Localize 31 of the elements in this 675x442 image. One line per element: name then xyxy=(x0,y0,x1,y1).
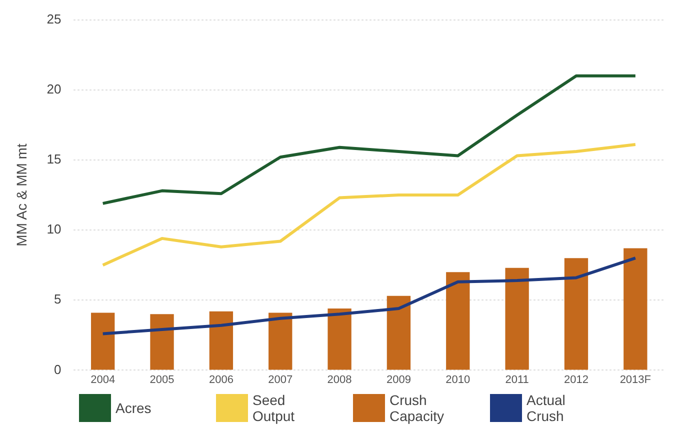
bar xyxy=(386,296,411,370)
legend-label: Seed Output xyxy=(252,392,296,424)
x-tick-label: 2006 xyxy=(208,374,234,386)
y-tick-label: 20 xyxy=(46,81,62,96)
y-tick-label: 15 xyxy=(46,152,62,167)
y-tick-label: 0 xyxy=(54,362,62,377)
x-tick-label: 2012 xyxy=(564,374,588,386)
x-tick-label: 2013F xyxy=(620,374,652,386)
y-tick-label: 25 xyxy=(46,11,62,26)
bar xyxy=(624,248,648,370)
bar xyxy=(505,268,529,370)
x-tick-label: 2005 xyxy=(150,374,174,386)
x-tick-label: 2011 xyxy=(505,374,529,386)
bar xyxy=(328,308,352,370)
legend-label: Actual Crush xyxy=(526,392,566,424)
bar xyxy=(446,272,470,370)
y-tick-label: 10 xyxy=(46,222,62,237)
bar xyxy=(564,258,588,370)
x-tick-label: 2009 xyxy=(386,374,411,386)
bar xyxy=(209,311,234,370)
bar xyxy=(150,314,174,370)
legend-label: Crush Capacity xyxy=(390,392,445,424)
x-tick-label: 2010 xyxy=(446,374,470,386)
x-tick-label: 2007 xyxy=(268,374,293,386)
bar xyxy=(91,312,115,370)
y-tick-label: 5 xyxy=(54,292,62,307)
legend-label: Acres xyxy=(116,400,152,416)
x-tick-label: 2008 xyxy=(327,374,352,386)
y-axis-title: MM Ac & MM mt xyxy=(13,144,30,246)
bar xyxy=(268,312,292,370)
x-tick-label: 2004 xyxy=(90,374,116,386)
